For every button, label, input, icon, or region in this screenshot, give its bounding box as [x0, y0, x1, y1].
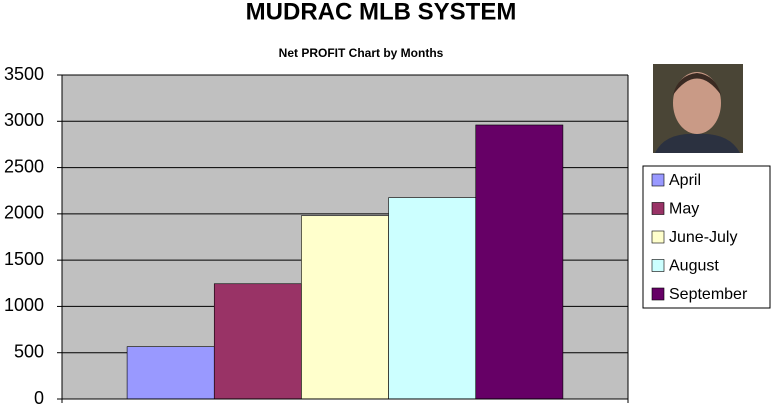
photo [653, 64, 743, 153]
legend-swatch [651, 259, 665, 272]
legend-label: May [669, 201, 699, 218]
y-tick-label: 3500 [4, 64, 44, 84]
bar [301, 215, 389, 400]
legend-label: September [669, 286, 748, 303]
bar [213, 283, 302, 400]
y-tick-label: 2000 [4, 203, 44, 223]
legend [642, 165, 771, 309]
legend-swatch [651, 173, 665, 187]
bar [475, 124, 564, 400]
legend-label: April [669, 172, 701, 189]
chart-title: MUDRAC MLB SYSTEM [246, 0, 517, 25]
chart-subtitle: Net PROFIT Chart by Months [279, 46, 444, 60]
y-tick-label: 3000 [4, 110, 44, 130]
bar [388, 197, 477, 400]
y-tick-label: 2500 [4, 156, 44, 176]
y-tick-label: 0 [34, 388, 44, 408]
legend-label: August [669, 258, 719, 275]
legend-label: June-July [669, 229, 737, 246]
y-tick-label: 1500 [4, 249, 44, 269]
legend-swatch [651, 230, 665, 244]
y-tick-label: 1000 [4, 295, 44, 315]
y-tick-label: 500 [14, 341, 44, 361]
legend-swatch [651, 287, 665, 301]
bar [126, 346, 215, 400]
legend-swatch [651, 202, 665, 215]
